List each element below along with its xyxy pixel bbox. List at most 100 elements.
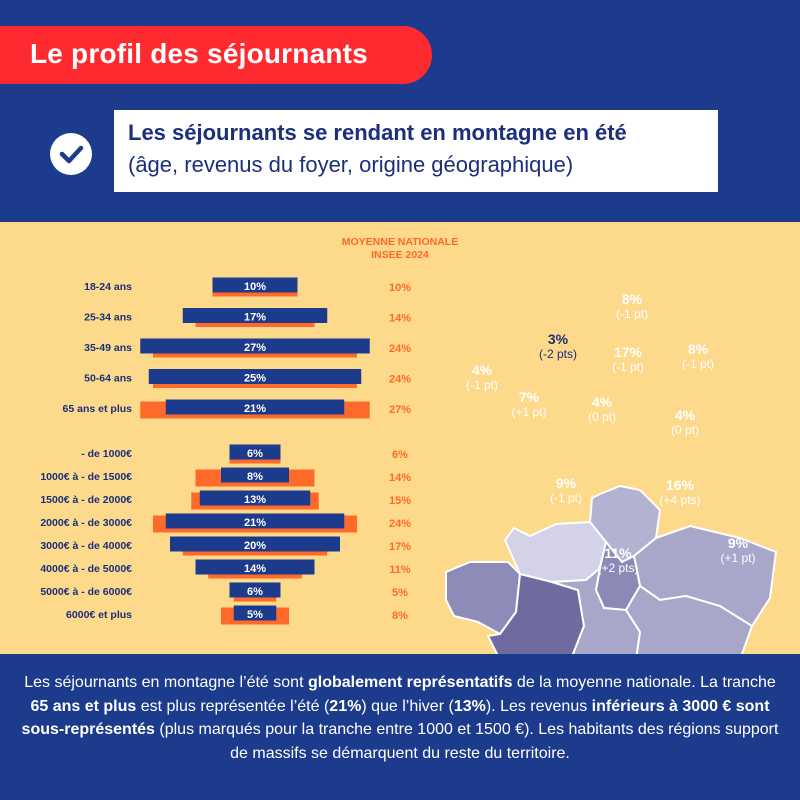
age-bar: [212, 277, 298, 293]
header-band: Le profil des séjournants Les séjournant…: [0, 0, 800, 222]
conclusion-part: est plus représentée l’été (: [136, 697, 330, 715]
age-category-label: 35-49 ans: [84, 342, 132, 354]
national-average-label-line: MOYENNE NATIONALE: [342, 236, 458, 248]
conclusion-emphasis: 65 ans et plus: [30, 697, 137, 715]
conclusion-part: de la moyenne nationale. La tranche: [512, 674, 776, 691]
subtitle-light: (âge, revenus du foyer, origine géograph…: [128, 152, 574, 177]
map-region-value: 3%: [548, 331, 569, 347]
income-value-label: 14%: [244, 563, 266, 575]
income-bar: [165, 513, 345, 529]
age-bar: [165, 399, 345, 415]
chart-panel: MOYENNE NATIONALE INSEE 2024 10% 18-24 ans…: [0, 222, 800, 800]
conclusion-emphasis: 13%: [453, 697, 486, 715]
bar-charts: 10% 18-24 ans 10% 17% 25-34 ans 14% 27% 35-49 a…: [40, 277, 411, 625]
age-value-label: 27%: [244, 342, 266, 354]
age-national-label: 24%: [389, 343, 411, 355]
conclusion-text: Les séjournants en montagne l’été sont g…: [20, 671, 780, 765]
age-bar: [140, 338, 370, 354]
national-average-label-line: INSEE 2024: [371, 249, 429, 261]
income-national-label: 14%: [389, 472, 411, 484]
page-title: Le profil des séjournants: [30, 38, 368, 69]
map-region-delta: (0 pt): [671, 423, 699, 437]
income-value-label: 20%: [244, 540, 266, 552]
income-value-label: 6%: [247, 586, 263, 598]
income-category-label: 6000€ et plus: [66, 609, 132, 621]
map-region-delta: (-1 pt): [612, 360, 644, 374]
age-national-label: 14%: [389, 313, 411, 325]
map-region-value: 4%: [592, 394, 613, 410]
age-national-label: 10%: [389, 282, 411, 294]
conclusion-emphasis: globalement représentatifs: [307, 674, 513, 691]
age-category-label: 50-64 ans: [84, 373, 132, 385]
income-value-label: 21%: [244, 517, 266, 529]
map-region-value: 8%: [622, 291, 643, 307]
map-region-value: 9%: [728, 535, 749, 551]
map-region-delta: (-1 pt): [466, 378, 498, 392]
age-category-label: 65 ans et plus: [63, 403, 133, 415]
income-category-label: 1000€ à - de 1500€: [40, 471, 132, 483]
map-region-value: 17%: [614, 344, 643, 360]
age-bar: [182, 308, 328, 323]
income-bar: [170, 536, 340, 552]
income-national-label: 24%: [389, 518, 411, 530]
map-region-delta: (0 pt): [588, 410, 616, 424]
chart-svg: MOYENNE NATIONALE INSEE 2024 10% 18-24 ans…: [40, 236, 780, 800]
income-national-label: 8%: [392, 610, 408, 622]
conclusion-band: Les séjournants en montagne l’été sont g…: [0, 654, 800, 800]
income-value-label: 8%: [247, 471, 263, 483]
age-value-label: 10%: [244, 281, 266, 293]
income-national-label: 15%: [389, 495, 411, 507]
france-map: 8%(-1 pt)3%(-2 pts) 8%(-1 pt)17%(-1 pt)4%…: [445, 291, 780, 800]
income-national-label: 6%: [392, 449, 408, 461]
income-bar: [233, 605, 277, 621]
income-category-label: 1500€ à - de 2000€: [40, 494, 132, 506]
map-region-value: 4%: [472, 362, 493, 378]
income-category-label: - de 1000€: [81, 448, 132, 460]
income-value-label: 5%: [247, 609, 263, 621]
map-region-delta: (+1 pt): [511, 405, 546, 419]
check-icon: [50, 133, 92, 175]
age-national-label: 27%: [389, 404, 411, 416]
income-bar: [199, 490, 311, 506]
map-region-value: 7%: [519, 389, 540, 405]
income-category-label: 5000€ à - de 6000€: [40, 586, 132, 598]
income-national-label: 11%: [389, 564, 411, 576]
age-value-label: 17%: [244, 312, 266, 324]
national-average-label: MOYENNE NATIONALE INSEE 2024: [342, 236, 458, 261]
income-value-label: 6%: [247, 448, 263, 460]
map-region-delta: (-1 pt): [550, 491, 582, 505]
subtitle-bold: Les séjournants se rendant en montagne e…: [128, 120, 627, 145]
income-category-label: 3000€ à - de 4000€: [40, 540, 132, 552]
map-region-delta: (+1 pt): [720, 551, 755, 565]
conclusion-part: ). Les revenus: [485, 697, 592, 715]
conclusion-part: ) que l’hiver (: [361, 697, 454, 715]
map-region-delta: (-2 pts): [539, 347, 577, 361]
income-bar: [229, 582, 281, 598]
income-category-label: 2000€ à - de 3000€: [40, 517, 132, 529]
map-region-value: 4%: [675, 407, 696, 423]
conclusion-emphasis: inférieurs à 3000 € sont sous-représenté…: [21, 697, 770, 739]
age-national-label: 24%: [389, 374, 411, 386]
income-value-label: 13%: [244, 494, 266, 506]
map-region-delta: (-1 pt): [682, 357, 714, 371]
age-value-label: 25%: [244, 373, 266, 385]
map-region-value: 9%: [556, 475, 577, 491]
map-region-value: 16%: [666, 477, 695, 493]
income-bar: [195, 559, 315, 575]
income-bar: [229, 444, 281, 460]
conclusion-part: Les séjournants en montagne l’été sont: [24, 674, 308, 691]
income-national-label: 5%: [392, 587, 408, 599]
map-region-delta: (+2 pts): [597, 561, 638, 575]
conclusion-emphasis: 21%: [329, 697, 362, 715]
age-category-label: 18-24 ans: [84, 281, 132, 293]
title-banner: Le profil des séjournants: [0, 26, 432, 84]
income-bar: [221, 467, 289, 483]
age-value-label: 21%: [244, 403, 266, 415]
income-category-label: 4000€ à - de 5000€: [40, 563, 132, 575]
map-region-value: 11%: [604, 545, 632, 561]
age-bar: [148, 369, 362, 384]
age-category-label: 25-34 ans: [84, 312, 132, 324]
conclusion-part: (plus marqués pour la tranche entre 1000…: [154, 721, 779, 762]
income-national-label: 17%: [389, 541, 411, 553]
map-region-value: 8%: [688, 341, 709, 357]
